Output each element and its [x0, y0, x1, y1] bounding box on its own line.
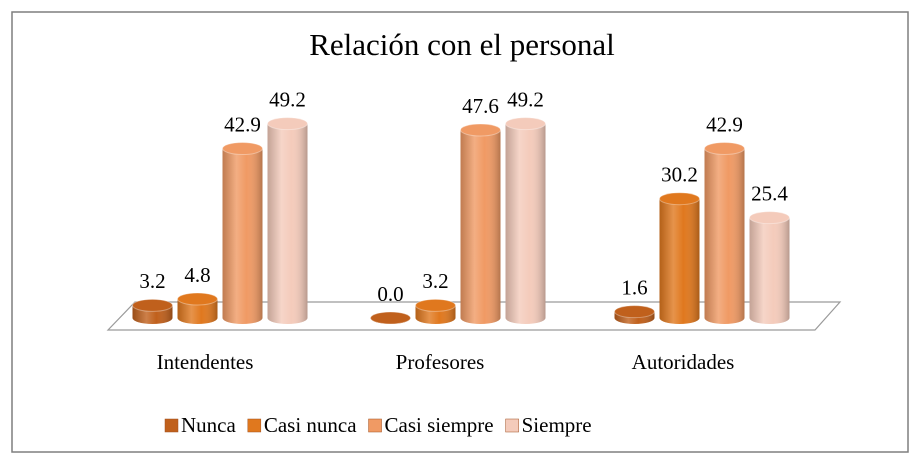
bar-top [505, 117, 546, 131]
bar-top [614, 305, 655, 319]
bar-top [659, 192, 700, 206]
bar-top [704, 142, 745, 156]
bar-shade [267, 123, 308, 324]
bar [267, 117, 308, 324]
bar-top [222, 142, 263, 156]
bar-shade [177, 299, 218, 324]
data-label: 30.2 [661, 163, 698, 187]
bar [659, 192, 700, 324]
legend-label: Nunca [181, 413, 236, 437]
data-label: 42.9 [706, 112, 743, 136]
legend-swatch [164, 418, 179, 433]
legend-label: Casi siempre [385, 413, 494, 437]
legend-swatch [368, 418, 382, 433]
legend-label: Siempre [522, 413, 592, 437]
bar [415, 298, 456, 324]
legend-swatch [247, 418, 262, 433]
bar-shade [460, 129, 501, 324]
bar-top [132, 298, 173, 312]
bar-top [415, 298, 456, 312]
bar [460, 123, 501, 324]
data-label: 4.8 [184, 263, 210, 287]
legend-label: Casi nunca [264, 413, 357, 437]
bar [614, 305, 655, 324]
x-tick-label: Profesores [396, 350, 485, 374]
chart-title: Relación con el personal [309, 27, 615, 62]
x-tick-label: Autoridades [632, 350, 735, 374]
data-label: 47.6 [462, 94, 499, 118]
bar [749, 211, 790, 324]
bar [222, 142, 263, 324]
bar-shade [704, 148, 745, 324]
bar-top [267, 117, 308, 131]
data-label: 3.2 [139, 269, 165, 293]
bar-shade [505, 123, 546, 324]
data-label: 3.2 [422, 269, 448, 293]
bar-shade [749, 217, 790, 324]
data-label: 25.4 [751, 181, 788, 205]
bar [505, 117, 546, 324]
data-label: 42.9 [224, 112, 261, 136]
data-label: 0.0 [377, 282, 403, 306]
x-tick-label: Intendentes [157, 350, 254, 374]
bar-top [370, 311, 411, 325]
bar-top [460, 123, 501, 137]
data-label: 49.2 [507, 87, 544, 111]
bar [177, 292, 218, 324]
data-label: 49.2 [269, 87, 306, 111]
bar-shade [222, 148, 263, 324]
bar [132, 298, 173, 324]
bar-shade [659, 198, 700, 324]
bar-top [177, 292, 218, 306]
bar-top [749, 211, 790, 225]
bar [370, 311, 411, 325]
legend-swatch [505, 418, 519, 433]
data-label: 1.6 [621, 275, 647, 299]
bar [704, 142, 745, 324]
